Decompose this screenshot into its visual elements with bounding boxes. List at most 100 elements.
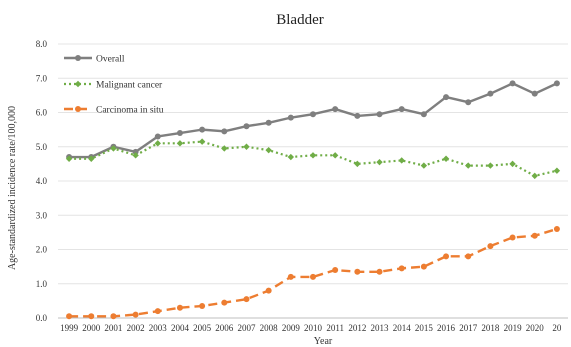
data-point bbox=[287, 114, 294, 121]
data-point bbox=[132, 148, 139, 155]
data-point bbox=[443, 94, 450, 101]
data-point bbox=[154, 308, 161, 315]
y-tick-label: 0.0 bbox=[36, 313, 48, 323]
data-point bbox=[154, 133, 161, 140]
data-point bbox=[531, 90, 538, 97]
data-point bbox=[465, 99, 472, 106]
data-point bbox=[354, 160, 361, 168]
data-point bbox=[443, 253, 450, 260]
data-point bbox=[354, 112, 361, 119]
y-tick-label: 1.0 bbox=[36, 279, 48, 289]
x-tick-label: 2016 bbox=[437, 323, 456, 333]
y-tick-label: 7.0 bbox=[36, 73, 48, 83]
data-point bbox=[553, 80, 560, 87]
x-tick-label: 2001 bbox=[104, 323, 122, 333]
data-point bbox=[176, 130, 183, 137]
x-tick-label: 2007 bbox=[237, 323, 256, 333]
data-point bbox=[176, 140, 184, 147]
data-point bbox=[398, 157, 405, 164]
data-point bbox=[154, 140, 161, 147]
data-point bbox=[509, 160, 516, 168]
data-point bbox=[420, 162, 428, 169]
data-point bbox=[553, 225, 560, 232]
data-point bbox=[531, 232, 538, 239]
x-tick-label: 2008 bbox=[260, 323, 279, 333]
series-layer bbox=[65, 80, 561, 320]
data-point bbox=[243, 123, 250, 130]
data-point bbox=[110, 313, 117, 320]
data-point bbox=[465, 162, 472, 169]
data-point bbox=[287, 153, 295, 161]
x-tick-label: 2019 bbox=[504, 323, 523, 333]
data-point bbox=[310, 111, 316, 118]
x-tick-label: 2018 bbox=[481, 323, 500, 333]
data-point bbox=[199, 303, 206, 310]
legend: Overall Malignant cancer Carcinoma in situ bbox=[64, 55, 164, 116]
series-malignant-cancer bbox=[65, 138, 561, 180]
data-point bbox=[88, 155, 95, 162]
x-tick-label: 2020 bbox=[526, 323, 545, 333]
legend-swatch-marker bbox=[75, 106, 81, 112]
data-point bbox=[487, 90, 494, 97]
series-overall bbox=[66, 80, 560, 161]
x-tick-label: 2011 bbox=[326, 323, 344, 333]
data-point bbox=[487, 162, 494, 169]
x-axis-label: Year bbox=[314, 336, 333, 347]
legend-swatch-marker bbox=[74, 80, 82, 88]
x-tick-label: 2010 bbox=[304, 323, 323, 333]
data-point bbox=[88, 313, 95, 320]
series-carcinoma-in-situ bbox=[66, 225, 560, 320]
y-tick-label: 4.0 bbox=[36, 176, 48, 186]
data-point bbox=[287, 273, 294, 280]
x-tick-label: 2005 bbox=[193, 323, 212, 333]
data-point bbox=[487, 243, 494, 250]
data-point bbox=[176, 304, 183, 311]
y-tick-label: 6.0 bbox=[36, 108, 48, 118]
data-point bbox=[265, 287, 272, 294]
data-point bbox=[398, 265, 405, 272]
legend-label: Malignant cancer bbox=[96, 81, 163, 91]
data-point bbox=[243, 296, 250, 303]
series-line-overall bbox=[69, 82, 558, 159]
data-point bbox=[265, 119, 272, 126]
data-point bbox=[221, 145, 228, 152]
legend-label: Overall bbox=[96, 55, 125, 65]
data-point bbox=[331, 152, 339, 159]
data-point bbox=[376, 158, 383, 166]
data-point bbox=[354, 268, 361, 275]
data-point bbox=[199, 126, 206, 133]
series-line-malignant-cancer bbox=[69, 140, 558, 177]
x-tick-label: 20 bbox=[552, 323, 562, 333]
data-point bbox=[309, 152, 317, 159]
data-point bbox=[110, 145, 117, 152]
data-point bbox=[132, 152, 139, 159]
x-tick-label: 2004 bbox=[171, 323, 190, 333]
y-axis-label: Age-standardized incidence rate/100,000 bbox=[7, 106, 18, 270]
legend-swatch-marker bbox=[75, 55, 81, 61]
data-point bbox=[221, 128, 228, 135]
x-tick-label: 2017 bbox=[459, 323, 478, 333]
data-point bbox=[65, 155, 73, 162]
y-tick-label: 5.0 bbox=[36, 142, 48, 152]
data-point bbox=[465, 253, 472, 260]
data-point bbox=[332, 106, 339, 113]
data-point bbox=[376, 111, 383, 118]
y-tick-label: 3.0 bbox=[36, 210, 48, 220]
y-axis-ticks: 0.0 1.0 2.0 3.0 4.0 5.0 6.0 7.0 8.0 bbox=[36, 39, 48, 323]
data-point bbox=[221, 299, 228, 306]
x-tick-label: 2014 bbox=[393, 323, 412, 333]
series-line-carcinoma-in-situ bbox=[69, 227, 558, 318]
data-point bbox=[198, 138, 206, 145]
data-point bbox=[132, 311, 139, 318]
data-point bbox=[310, 273, 316, 280]
data-point bbox=[509, 234, 516, 241]
data-point bbox=[531, 172, 538, 180]
x-tick-label: 2009 bbox=[282, 323, 301, 333]
data-point bbox=[442, 155, 450, 162]
data-point bbox=[420, 111, 427, 118]
chart-title: Bladder bbox=[276, 12, 323, 28]
x-tick-label: 2013 bbox=[371, 323, 390, 333]
data-point bbox=[376, 268, 383, 275]
data-point bbox=[553, 167, 561, 174]
